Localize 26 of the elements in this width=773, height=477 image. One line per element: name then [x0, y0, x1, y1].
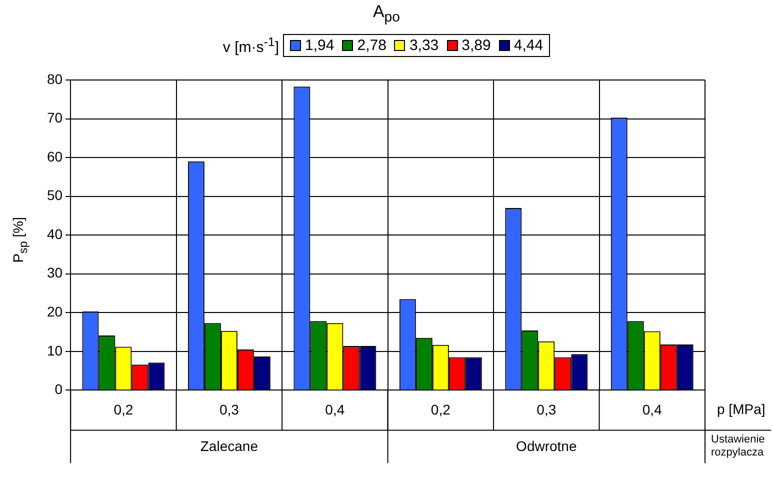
text: Odwrotne — [516, 438, 577, 454]
y-tick-label: 50 — [46, 187, 63, 204]
chart-title: A$_{po}$ — [372, 2, 402, 26]
legend-label: 4,44 — [512, 37, 544, 54]
x-tick-label: 0,4 — [642, 401, 662, 418]
x-tick-label: 0,2 — [430, 401, 451, 418]
y-tick-label: 10 — [46, 342, 63, 358]
y-tick-label: 30 — [46, 264, 63, 281]
y-tick-label: 80 — [46, 70, 63, 87]
legend-label: 3,33 — [408, 37, 439, 54]
x-tick-label: 0,2 — [114, 401, 134, 418]
x-axis-title: p [MPa] — [717, 401, 766, 418]
y-tick-label: 70 — [46, 110, 63, 126]
x-tick-label: 0,3 — [219, 401, 240, 418]
text: Zalecane — [200, 438, 258, 454]
y-tick-label: 0 — [54, 381, 63, 398]
x-tick-label: 0,4 — [325, 401, 345, 418]
legend-label: 2,78 — [356, 37, 386, 54]
text: Ustawienie rozpylacza — [711, 434, 765, 459]
legend-label: 1,94 — [304, 37, 334, 54]
legend-title: v [m·s$^{-1}$] — [222, 35, 280, 56]
x-tick-label: 0,3 — [536, 401, 556, 418]
y-tick-label: 20 — [46, 304, 63, 320]
legend-label: 3,89 — [460, 37, 491, 54]
y-tick-label: 40 — [46, 226, 63, 242]
y-tick-label: 60 — [46, 148, 63, 164]
